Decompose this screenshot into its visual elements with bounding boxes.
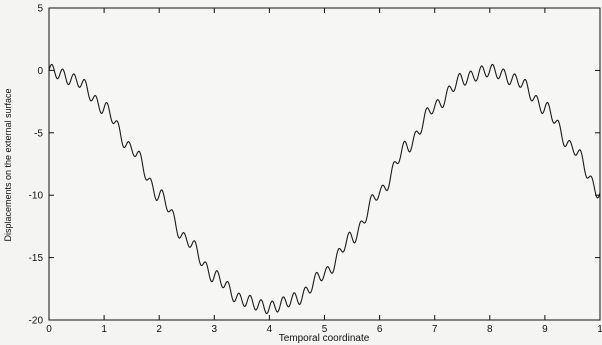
- x-tick-label: 1: [101, 324, 107, 335]
- x-tick-label: 2: [156, 324, 162, 335]
- y-tick-label: -10: [29, 191, 44, 202]
- y-tick-label: -15: [29, 253, 44, 264]
- x-tick-label: 4: [267, 324, 273, 335]
- x-tick-label: 6: [377, 324, 383, 335]
- x-tick-label: 9: [542, 324, 548, 335]
- x-axis-label: Temporal coordinate: [279, 333, 370, 344]
- y-tick-label: 5: [37, 4, 43, 15]
- axes-frame: [48, 7, 601, 321]
- y-tick-label: 0: [37, 66, 43, 77]
- x-tick-label: 5: [322, 324, 328, 335]
- x-tick-label: 0: [46, 324, 52, 335]
- y-axis-label: Displacements on the external surface: [3, 88, 13, 241]
- y-tick-label: -20: [29, 316, 44, 327]
- x-tick-label: 8: [487, 324, 493, 335]
- x-tick-label: 1: [597, 324, 602, 335]
- x-tick-label: 3: [212, 324, 218, 335]
- data-line: [48, 63, 601, 315]
- ticks-layer: 0 1 2 3 4 5 6 7 8 9 1 5 0 -5 -10 -15 -20: [29, 4, 602, 336]
- x-tick-label: 7: [432, 324, 438, 335]
- y-tick-label: -5: [34, 128, 43, 139]
- plot-area: [49, 8, 600, 320]
